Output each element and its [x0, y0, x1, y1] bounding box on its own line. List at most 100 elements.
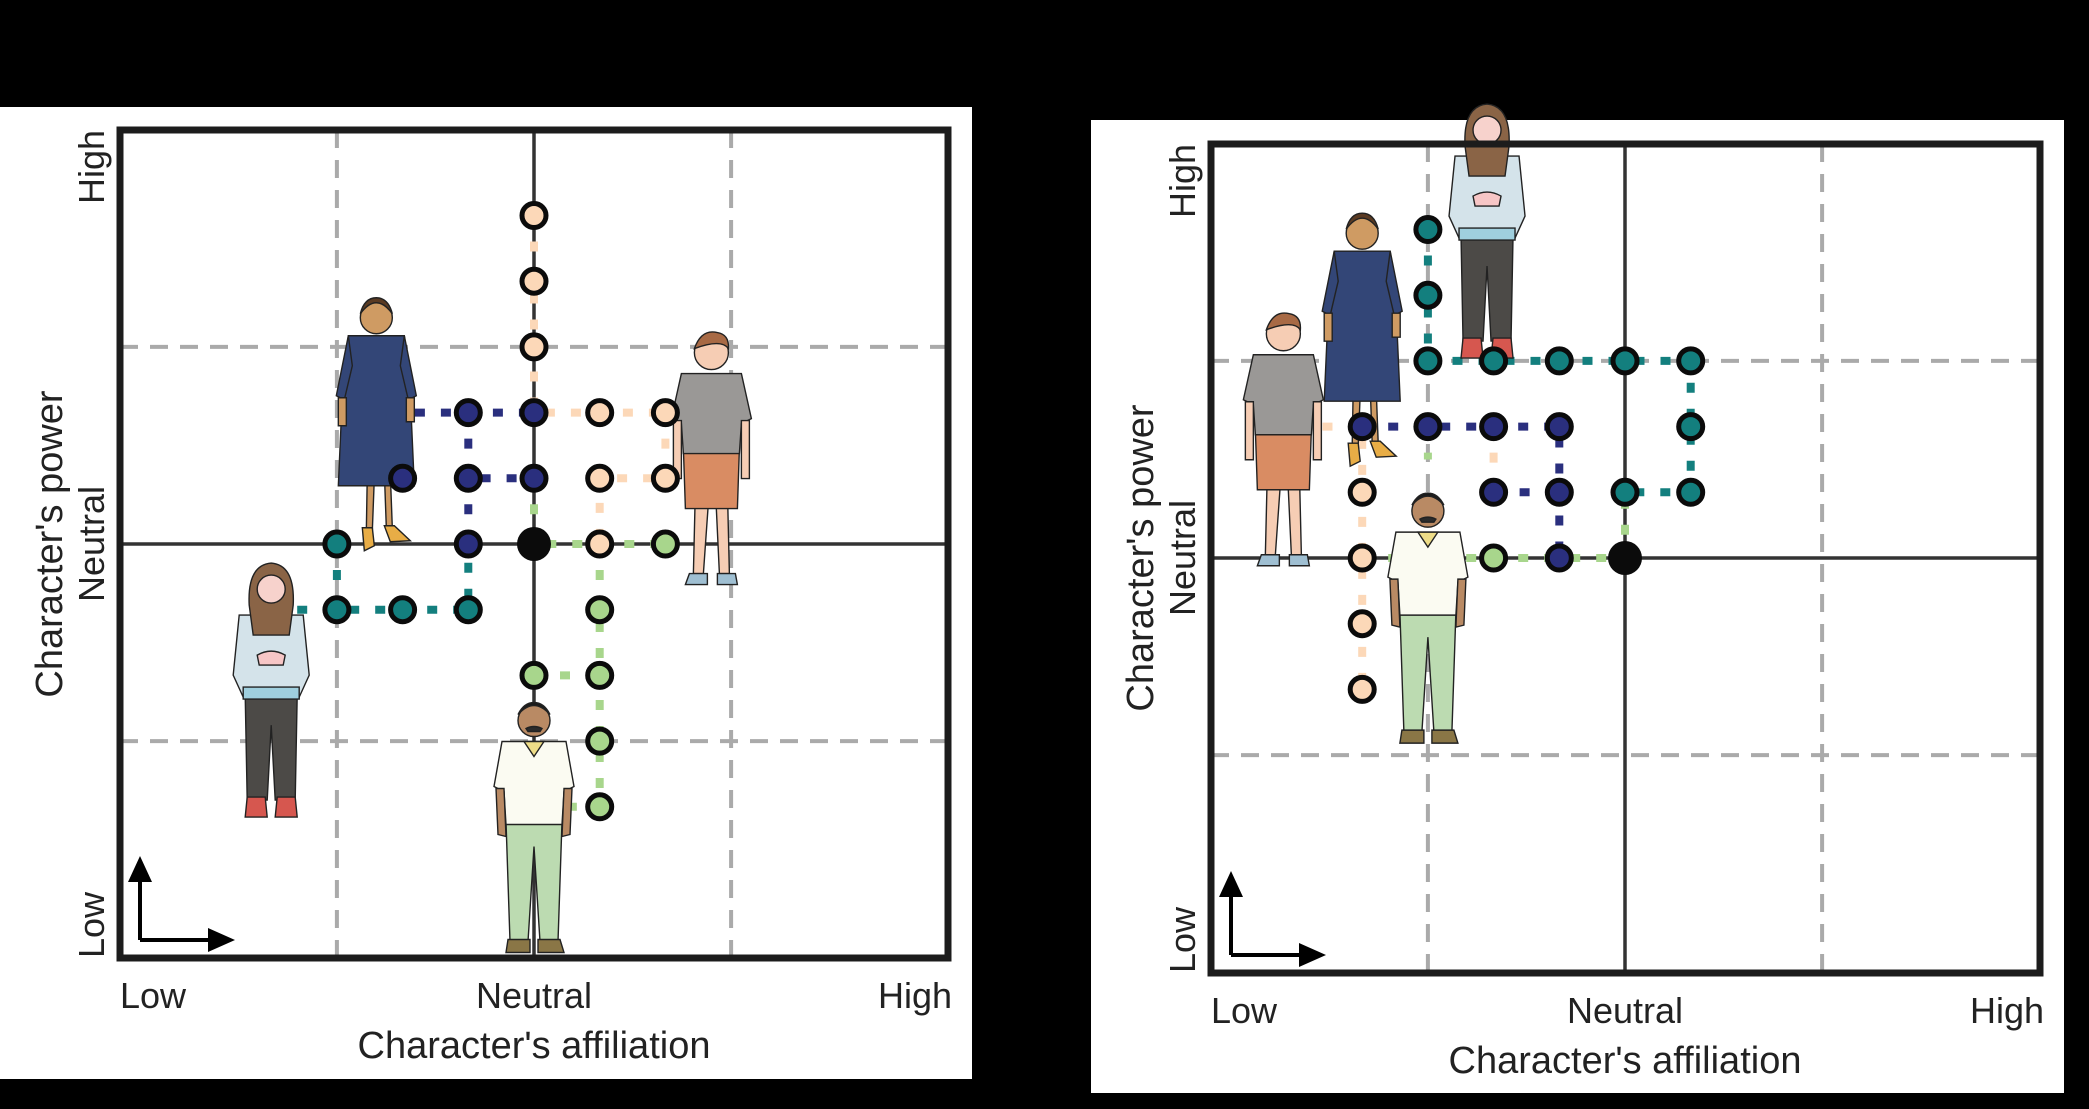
x-axis-title: Character's affiliation: [358, 1025, 711, 1067]
navy-point[interactable]: [1347, 412, 1377, 442]
green-point[interactable]: [585, 726, 615, 756]
shoe-icon: [1288, 554, 1311, 567]
navy-point[interactable]: [1413, 412, 1443, 442]
hands-icon: [1472, 191, 1502, 207]
peach-point[interactable]: [519, 201, 549, 230]
pants-icon: [1460, 235, 1514, 342]
hair-icon: [693, 331, 730, 351]
navy-point[interactable]: [1544, 477, 1574, 507]
navy-point[interactable]: [1479, 477, 1509, 507]
navy-point[interactable]: [519, 463, 549, 493]
collar-icon: [1416, 531, 1440, 549]
peach-point[interactable]: [585, 398, 615, 428]
peach-point[interactable]: [1347, 674, 1377, 704]
mustache-icon: [1418, 516, 1437, 523]
teal-point[interactable]: [1413, 215, 1443, 244]
green-point[interactable]: [585, 792, 615, 822]
green-point[interactable]: [650, 529, 680, 559]
y-axis-title: Character's power: [29, 390, 71, 698]
teal-point[interactable]: [453, 595, 483, 625]
x-tick-low: Low: [120, 975, 187, 1016]
arm-icon: [561, 787, 573, 838]
young_man-figure: [1242, 312, 1325, 567]
x-tick-high: High: [1970, 990, 2044, 1031]
teal-point[interactable]: [1676, 346, 1706, 376]
shoe-icon: [1431, 729, 1459, 744]
peach-path: [530, 215, 699, 417]
teal-point[interactable]: [1610, 477, 1640, 507]
hair-icon: [359, 297, 393, 315]
shorts-icon: [1254, 429, 1313, 491]
sweater-hem-icon: [1458, 227, 1516, 241]
arm-icon: [672, 419, 683, 480]
shoe-icon: [274, 796, 298, 818]
axis-direction-arrows-icon: [128, 856, 235, 952]
arm-icon: [405, 397, 416, 423]
teal-point[interactable]: [1544, 346, 1574, 376]
y-tick-neutral: Neutral: [1162, 500, 1203, 616]
y-tick-high: High: [1162, 144, 1203, 218]
shoe-icon: [684, 572, 709, 586]
teal-point[interactable]: [1610, 346, 1640, 376]
sweater-hem-icon: [242, 686, 300, 700]
peach-point[interactable]: [1347, 609, 1377, 639]
navy-point[interactable]: [453, 529, 483, 559]
navy-point[interactable]: [1544, 543, 1574, 573]
navy-point[interactable]: [1544, 412, 1574, 442]
peach-point[interactable]: [519, 332, 549, 362]
navy-point[interactable]: [388, 463, 418, 493]
characters: [232, 297, 753, 954]
origin-point: [517, 527, 551, 561]
shoe-icon: [716, 572, 739, 586]
teal-point[interactable]: [1413, 346, 1443, 376]
woman_dress-figure: [335, 297, 418, 552]
x-tick-high: High: [878, 975, 952, 1016]
arrow-up-icon: [1219, 871, 1243, 897]
teal-point[interactable]: [388, 595, 418, 625]
shoe-icon: [1256, 554, 1281, 567]
y-tick-low: Low: [1162, 906, 1203, 973]
peach-point[interactable]: [1347, 477, 1377, 507]
x-tick-neutral: Neutral: [1567, 990, 1683, 1031]
shoe-icon: [244, 796, 268, 818]
peach-point[interactable]: [585, 463, 615, 493]
green-point[interactable]: [1479, 543, 1509, 573]
peach-point[interactable]: [585, 529, 615, 559]
peach-point[interactable]: [519, 266, 549, 296]
green-point[interactable]: [585, 660, 615, 690]
green-point[interactable]: [519, 660, 549, 690]
teal-point[interactable]: [322, 595, 352, 625]
peach-point[interactable]: [1347, 543, 1377, 573]
axis-labels: Low Neutral High Character's affiliation Hig…: [1120, 144, 2044, 1082]
shoe-icon: [1460, 337, 1484, 359]
teal-point[interactable]: [1479, 346, 1509, 376]
navy-point[interactable]: [519, 398, 549, 428]
peach-point[interactable]: [650, 463, 680, 493]
peach-point[interactable]: [650, 398, 680, 428]
shoe-icon: [537, 938, 565, 954]
pants-icon: [244, 694, 298, 801]
teal-point[interactable]: [1676, 477, 1706, 507]
teal-point[interactable]: [322, 529, 352, 559]
arm-icon: [1312, 401, 1323, 461]
shoe-icon: [1369, 440, 1398, 458]
teal-path: [271, 544, 473, 614]
teal-point[interactable]: [1413, 280, 1443, 310]
green-point[interactable]: [585, 595, 615, 625]
girl_sweater-figure: [1448, 103, 1526, 359]
arm-icon: [495, 787, 507, 838]
navy-point[interactable]: [453, 398, 483, 428]
arm-icon: [337, 397, 348, 427]
axis-direction-arrows-icon: [1219, 871, 1326, 967]
teal-path: [1423, 229, 1695, 497]
hair-icon: [1411, 492, 1445, 506]
arm-icon: [1389, 578, 1401, 629]
collar-icon: [522, 740, 546, 758]
navy-point[interactable]: [1479, 412, 1509, 442]
teal-point[interactable]: [1676, 412, 1706, 442]
older_man-figure: [1387, 492, 1469, 744]
arm-icon: [1244, 401, 1255, 461]
arm-icon: [1323, 312, 1333, 342]
navy-point[interactable]: [453, 463, 483, 493]
x-axis-title: Character's affiliation: [1449, 1040, 1802, 1082]
